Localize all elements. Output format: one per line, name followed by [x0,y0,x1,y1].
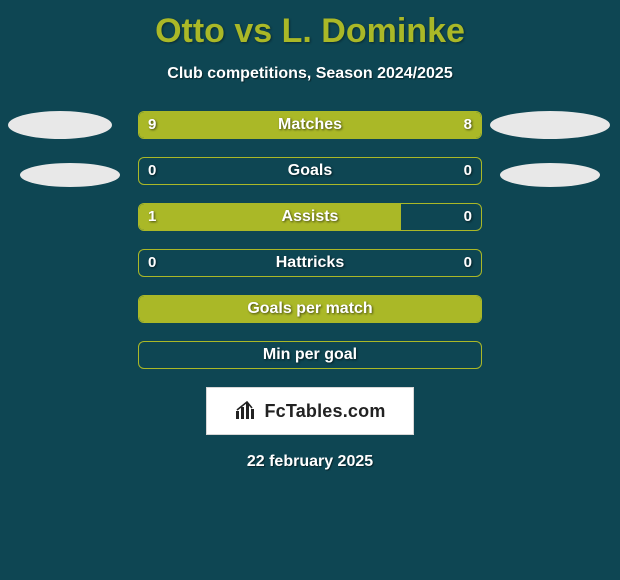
value-left: 1 [148,203,156,231]
stat-row-assists: Assists10 [0,203,620,231]
value-left: 0 [148,157,156,185]
stat-row-min-per-goal: Min per goal [0,341,620,369]
fctables-badge: FcTables.com [206,387,414,435]
stat-row-hattricks: Hattricks00 [0,249,620,277]
value-left: 0 [148,249,156,277]
bar-right-fill [320,112,481,138]
logo-text: FcTables.com [264,401,385,422]
bar-track [138,341,482,369]
value-right: 0 [464,203,472,231]
bar-track [138,249,482,277]
bar-left-fill [139,112,320,138]
comparison-chart: Matches98Goals00Assists10Hattricks00Goal… [0,111,620,369]
bar-track [138,111,482,139]
stat-row-goals-per-match: Goals per match [0,295,620,323]
stat-row-matches: Matches98 [0,111,620,139]
value-left: 9 [148,111,156,139]
page-title: Otto vs L. Dominke [0,0,620,51]
bar-track [138,157,482,185]
value-right: 8 [464,111,472,139]
value-right: 0 [464,157,472,185]
subtitle: Club competitions, Season 2024/2025 [0,65,620,83]
date-line: 22 february 2025 [0,453,620,471]
bar-left-fill [139,204,401,230]
stat-row-goals: Goals00 [0,157,620,185]
chart-icon [234,401,258,421]
bar-track [138,295,482,323]
bar-track [138,203,482,231]
value-right: 0 [464,249,472,277]
bar-left-fill [139,296,481,322]
